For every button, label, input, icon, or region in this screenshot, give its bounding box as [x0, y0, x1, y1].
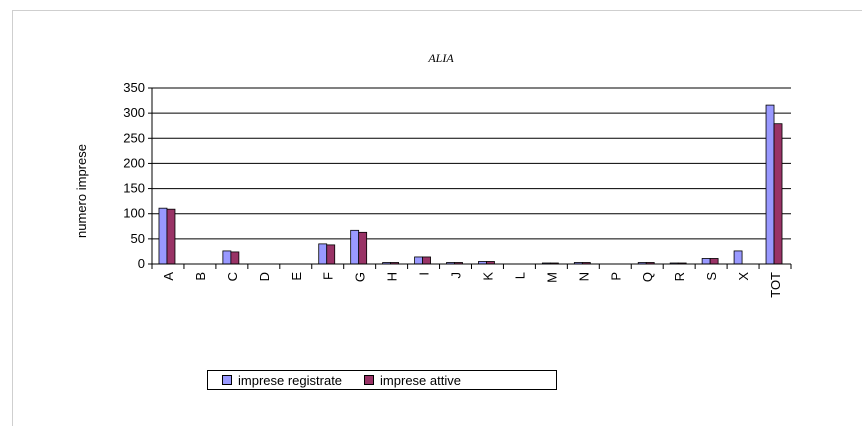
y-tick-label-50: 50 — [131, 231, 145, 246]
bar-g-attive — [358, 231, 368, 265]
bar-c-attive — [230, 251, 240, 265]
chart-frame — [12, 10, 862, 426]
x-tick-label-g: G — [353, 272, 368, 282]
x-tick-label-x: X — [736, 272, 751, 281]
bar-i-registrate — [414, 256, 423, 265]
bar-tot-registrate — [765, 104, 775, 265]
y-tick-label-300: 300 — [123, 105, 145, 120]
x-tick-label-l: L — [512, 272, 527, 279]
y-tick-label-0: 0 — [138, 256, 145, 271]
bar-s-registrate — [701, 258, 711, 265]
x-axis-ticks: A B C D E F G H I J K L M N P Q R S X TOT — [151, 264, 792, 298]
bar-f-registrate — [318, 243, 328, 265]
x-tick-label-d: D — [257, 272, 272, 281]
bar-tot-attive — [773, 123, 783, 265]
bars — [158, 104, 783, 265]
y-tick-label-200: 200 — [123, 155, 145, 170]
x-tick-label-e: E — [289, 272, 304, 281]
legend-swatch-registrate — [222, 375, 232, 385]
y-tick-label-100: 100 — [123, 206, 145, 221]
axes — [151, 88, 791, 265]
legend-item-registrate: imprese registrate — [222, 373, 342, 388]
x-tick-label-r: R — [672, 272, 687, 281]
x-tick-label-tot: TOT — [768, 272, 783, 298]
bar-a-attive — [166, 208, 176, 265]
x-tick-label-k: K — [480, 272, 495, 281]
y-axis-ticks: 0 50 100 150 200 250 300 350 — [123, 80, 152, 271]
bar-f-attive — [326, 244, 336, 265]
y-tick-label-250: 250 — [123, 130, 145, 145]
x-tick-label-m: M — [544, 272, 559, 283]
bar-a-registrate — [158, 207, 168, 265]
bar-c-registrate — [222, 250, 232, 265]
legend: imprese registrate imprese attive — [207, 370, 557, 390]
x-tick-label-j: J — [449, 272, 464, 279]
legend-label-attive: imprese attive — [380, 372, 461, 388]
bar-g-registrate — [350, 229, 360, 265]
x-tick-label-p: P — [608, 272, 623, 281]
x-tick-label-h: H — [385, 272, 400, 281]
bar-x-registrate — [733, 250, 743, 265]
x-tick-label-q: Q — [640, 272, 655, 282]
x-tick-label-i: I — [417, 272, 432, 276]
y-tick-label-150: 150 — [123, 181, 145, 196]
grid-lines — [152, 87, 791, 240]
x-tick-label-a: A — [161, 272, 176, 281]
y-axis-label: numero imprese — [74, 144, 89, 238]
bar-s-attive — [709, 258, 719, 265]
x-tick-label-f: F — [321, 272, 336, 280]
y-tick-label-350: 350 — [123, 80, 145, 95]
legend-swatch-attive — [364, 375, 375, 385]
x-tick-label-c: C — [225, 272, 240, 281]
legend-item-attive: imprese attive — [364, 373, 461, 388]
bar-i-attive — [422, 256, 431, 265]
chart-title: ALIA — [427, 51, 454, 65]
legend-label-registrate: imprese registrate — [238, 372, 343, 388]
x-tick-label-b: B — [193, 272, 208, 281]
x-tick-label-n: N — [576, 272, 591, 281]
x-tick-label-s: S — [704, 272, 719, 281]
